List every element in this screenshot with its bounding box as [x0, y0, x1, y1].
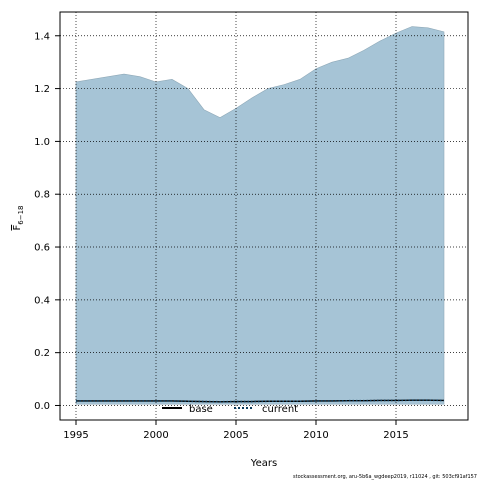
y-tick-label: 0.2	[34, 348, 50, 359]
grid	[60, 12, 468, 420]
series-line-base	[76, 399, 445, 403]
x-tick-label: 2010	[303, 430, 328, 441]
y-tick-label: 1.0	[34, 137, 50, 148]
x-tick-label: 2005	[223, 430, 248, 441]
plot-frame	[59, 11, 469, 421]
x-axis-title: Years	[250, 458, 277, 469]
x-tick-label: 1995	[63, 430, 88, 441]
y-tick-label: 0.8	[34, 190, 50, 201]
y-axis-title-subscript: 6−18	[17, 206, 25, 225]
legend-label-current: current	[262, 404, 298, 415]
y-tick-label: 1.2	[34, 84, 50, 95]
y-axis-title: F6−18	[12, 206, 25, 231]
series-lines	[76, 399, 445, 403]
legend: base current	[162, 404, 298, 415]
x-tick-label: 2000	[143, 430, 168, 441]
legend-label-base: base	[189, 404, 213, 415]
y-axis-title-group: F6−18	[12, 206, 25, 231]
y-tick-label: 0.6	[34, 243, 50, 254]
x-axis: 1995 2000 2005 2010 2015	[63, 420, 409, 441]
footer-credit: stockassessment.org, aru-5b6a_wgdeep2019…	[293, 474, 477, 480]
y-tick-label: 1.4	[34, 31, 50, 42]
y-tick-label: 0.0	[34, 401, 50, 412]
y-axis-title-main: F	[12, 225, 23, 231]
y-axis: 0.0 0.2 0.4 0.6 0.8 1.0 1.2 1.4	[34, 31, 60, 412]
confidence-band-area	[75, 26, 445, 405]
x-tick-label: 2015	[383, 430, 408, 441]
confidence-band	[75, 26, 445, 405]
y-tick-label: 0.4	[34, 295, 50, 306]
